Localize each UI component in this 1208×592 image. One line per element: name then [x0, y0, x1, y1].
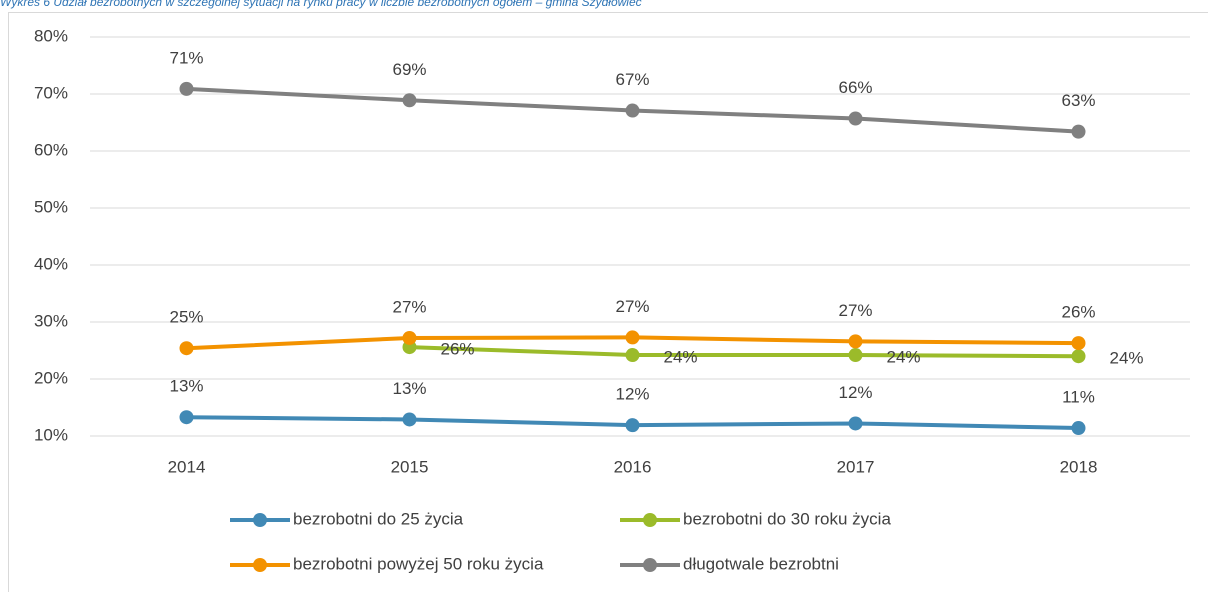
- y-tick-label: 50%: [34, 197, 68, 216]
- data-point: [179, 341, 194, 356]
- y-tick-label: 60%: [34, 140, 68, 159]
- legend-label: długotwale bezrobtni: [683, 554, 839, 573]
- data-label: 69%: [392, 60, 426, 79]
- data-point: [625, 330, 640, 345]
- chart-border: [8, 12, 1208, 592]
- data-label: 24%: [1109, 349, 1143, 368]
- data-label: 25%: [169, 308, 203, 327]
- data-label: 13%: [392, 379, 426, 398]
- data-label: 12%: [838, 383, 872, 402]
- data-point: [625, 348, 640, 363]
- data-point: [402, 93, 417, 108]
- data-point: [1071, 421, 1086, 436]
- data-point: [179, 410, 194, 425]
- data-point: [848, 348, 863, 363]
- y-tick-label: 40%: [34, 254, 68, 273]
- data-label: 26%: [440, 340, 474, 359]
- data-label: 27%: [615, 297, 649, 316]
- x-tick-label: 2014: [168, 457, 206, 476]
- y-tick-label: 70%: [34, 83, 68, 102]
- data-point: [848, 111, 863, 126]
- data-point: [1071, 124, 1086, 139]
- y-tick-label: 30%: [34, 311, 68, 330]
- legend-marker: [253, 558, 267, 572]
- data-point: [1071, 336, 1086, 351]
- data-label: 24%: [886, 348, 920, 367]
- data-label: 63%: [1061, 91, 1095, 110]
- legend-marker: [643, 558, 657, 572]
- data-point: [1071, 349, 1086, 364]
- legend-label: bezrobotni do 30 roku życia: [683, 509, 891, 528]
- x-tick-label: 2016: [614, 457, 652, 476]
- x-tick-label: 2017: [837, 457, 875, 476]
- data-point: [625, 103, 640, 118]
- series-line: [409, 345, 1079, 359]
- x-tick-label: 2015: [391, 457, 429, 476]
- data-point: [625, 418, 640, 433]
- data-point: [848, 334, 863, 349]
- legend-marker: [643, 513, 657, 527]
- legend-marker: [253, 513, 267, 527]
- data-point: [402, 412, 417, 427]
- data-label: 24%: [663, 348, 697, 367]
- chart-title: Wykres 6 Udział bezrobotnych w szczególn…: [0, 0, 642, 9]
- data-label: 26%: [1061, 303, 1095, 322]
- legend-label: bezrobotni powyżej 50 roku życia: [293, 554, 544, 573]
- data-label: 67%: [615, 70, 649, 89]
- data-label: 27%: [392, 297, 426, 316]
- data-point: [848, 416, 863, 431]
- y-tick-label: 20%: [34, 368, 68, 387]
- y-tick-label: 10%: [34, 425, 68, 444]
- data-point: [402, 330, 417, 345]
- x-tick-label: 2018: [1060, 457, 1098, 476]
- data-label: 11%: [1062, 388, 1095, 407]
- data-label: 13%: [169, 377, 203, 396]
- data-label: 71%: [169, 48, 203, 67]
- data-point: [179, 81, 194, 96]
- data-label: 27%: [838, 301, 872, 320]
- legend-label: bezrobotni do 25 życia: [293, 509, 464, 528]
- data-label: 12%: [615, 385, 649, 404]
- y-tick-label: 80%: [34, 26, 68, 45]
- data-label: 66%: [838, 78, 872, 97]
